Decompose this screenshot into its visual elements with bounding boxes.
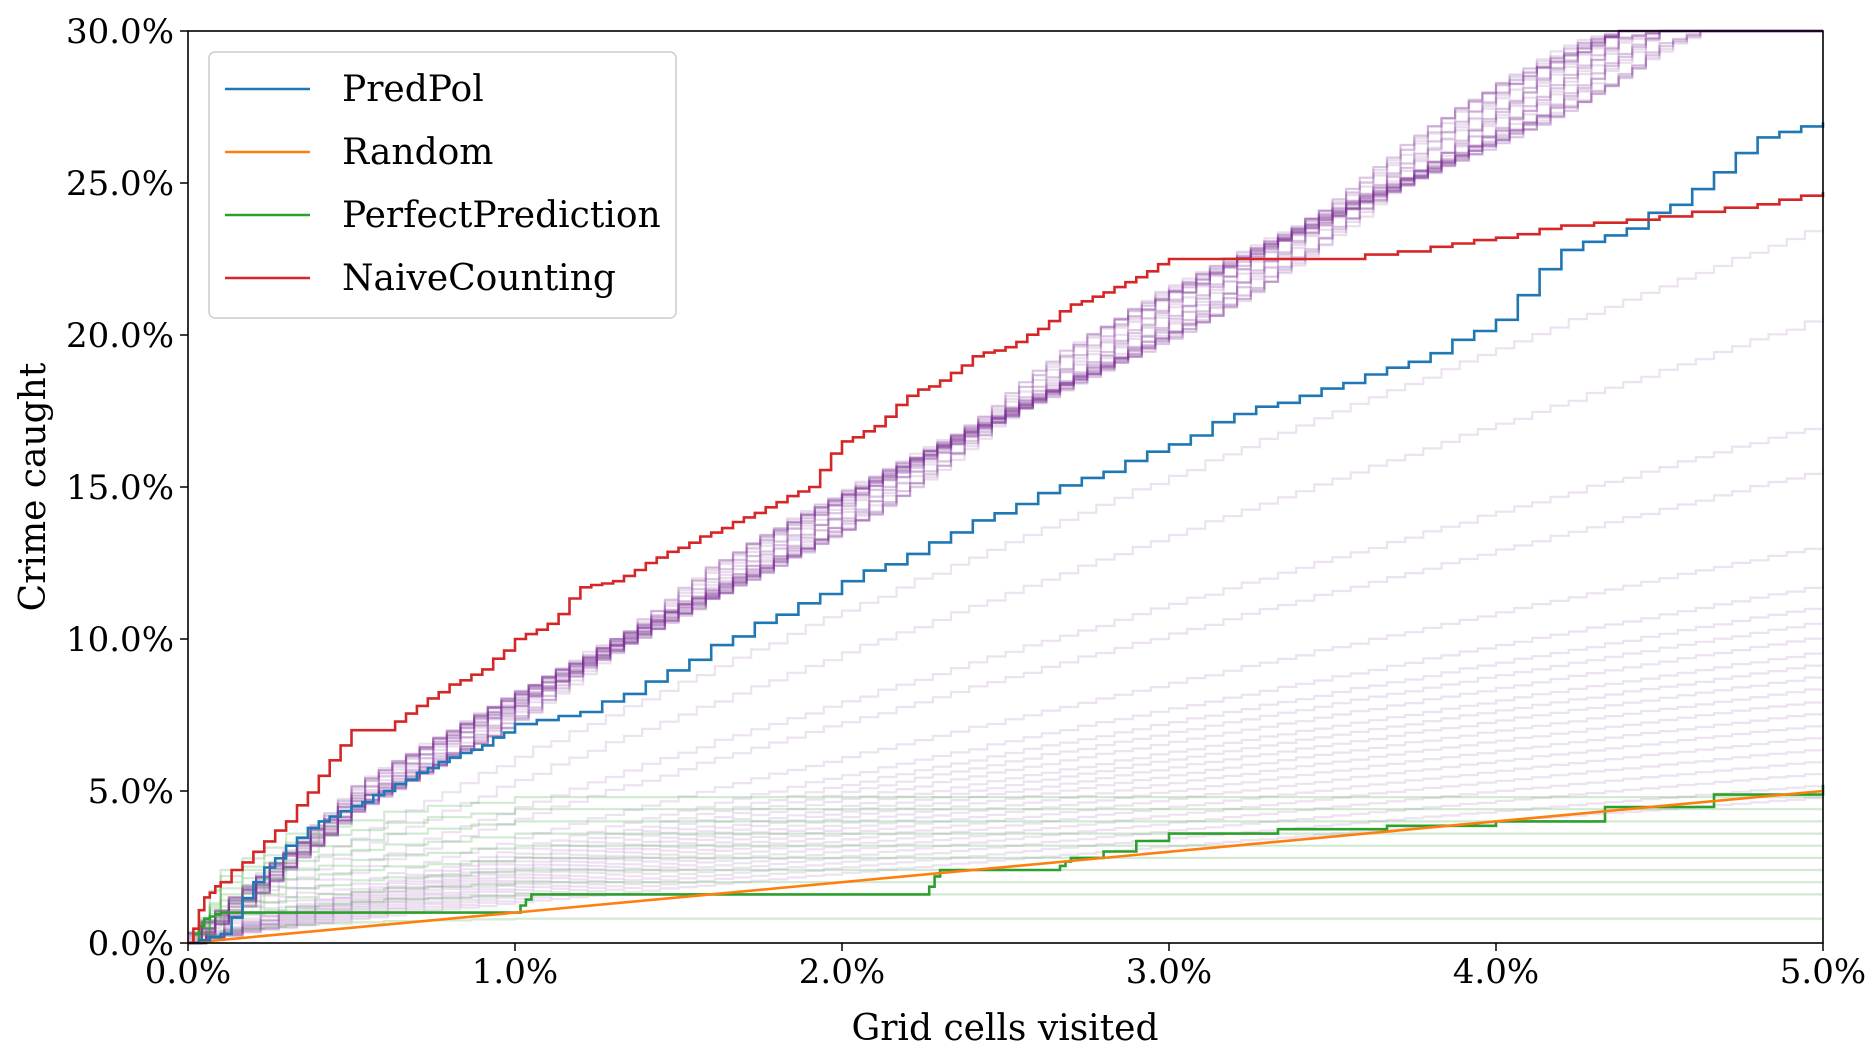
background-run-line [188,29,1823,938]
y-tick-label: 20.0% [66,316,174,356]
series-lines [187,122,1825,945]
x-tick-label: 4.0% [1453,952,1539,992]
y-tick-label: 15.0% [66,468,174,508]
background-run-line [188,29,1823,945]
x-tick-label: 0.0% [145,952,231,992]
background-run-line [188,881,1823,945]
background-run-line [188,29,1823,945]
background-run-line [188,29,1823,934]
background-run-line [188,820,1823,945]
background-run-line [188,675,1825,945]
y-axis: 0.0% 5.0% 10.0% 15.0% 20.0% 25.0% 30.0% [66,12,188,964]
series-line-random [187,789,1824,945]
background-run-line [188,225,1825,945]
background-run-line [188,29,1823,945]
y-axis-title: Crime caught [13,362,54,611]
x-axis-title: Grid cells visited [851,1008,1158,1049]
background-run-line [188,29,1823,940]
background-run-line [188,29,1823,945]
background-run-line [188,423,1825,945]
background-run-line [188,29,1823,936]
background-run-line [188,620,1825,945]
y-tick-label: 30.0% [66,12,174,52]
background-run-line [188,808,1823,945]
legend-items: PredPol Random PerfectPrediction NaiveCount… [225,69,661,299]
background-run-line [188,29,1823,943]
background-runs [188,29,1825,945]
background-run-line [188,29,1823,934]
background-run-line [188,844,1823,945]
background-run-line [188,316,1825,945]
background-run-line [188,687,1825,945]
background-run-line [188,663,1825,945]
legend-label-naivecounting: NaiveCounting [342,258,616,299]
background-run-line [188,29,1823,945]
legend: PredPol Random PerfectPrediction NaiveCount… [208,51,677,319]
background-run-line [188,724,1825,945]
background-run-line [188,917,1823,945]
x-tick-label: 2.0% [799,952,885,992]
background-run-line [188,29,1823,945]
background-run-line [188,29,1823,936]
background-run-line [188,796,1823,945]
background-run-line [188,832,1823,945]
x-tick-label: 3.0% [1126,952,1212,992]
background-run-line [188,893,1823,945]
background-run-line [188,605,1825,945]
background-run-line [188,29,1823,943]
background-run-line [188,29,1823,945]
y-tick-label: 5.0% [88,772,174,812]
legend-box [208,51,677,319]
background-run-line [188,29,1823,940]
series-line-naivecounting [188,192,1825,945]
legend-label-predpol: PredPol [342,69,484,110]
x-tick-label: 1.0% [472,952,558,992]
legend-label-perfectprediction: PerfectPrediction [342,195,661,236]
y-tick-label: 10.0% [66,620,174,660]
background-run-line [188,29,1823,935]
background-run-line [188,699,1825,945]
legend-label-random: Random [342,132,493,173]
background-run-line [188,584,1825,945]
x-axis: 0.0% 1.0% 2.0% 3.0% 4.0% 5.0% [145,943,1866,992]
series-line-predpol [188,122,1825,945]
background-run-line [188,736,1825,945]
background-run-line [188,651,1825,945]
background-run-line [188,29,1823,938]
background-run-line [188,636,1825,945]
background-run-line [188,468,1825,945]
background-run-line [188,544,1825,945]
background-run-line [188,772,1825,945]
background-run-line [188,748,1825,945]
background-run-line [188,29,1823,945]
series-line-perfectprediction [188,784,1825,945]
background-run-line [188,712,1825,945]
y-tick-label: 25.0% [66,164,174,204]
background-run-line [188,29,1823,945]
background-run-line [188,760,1825,945]
background-run-line [188,784,1825,945]
x-tick-label: 5.0% [1780,952,1866,992]
y-tick-label: 0.0% [88,924,174,964]
background-run-line [188,29,1823,945]
